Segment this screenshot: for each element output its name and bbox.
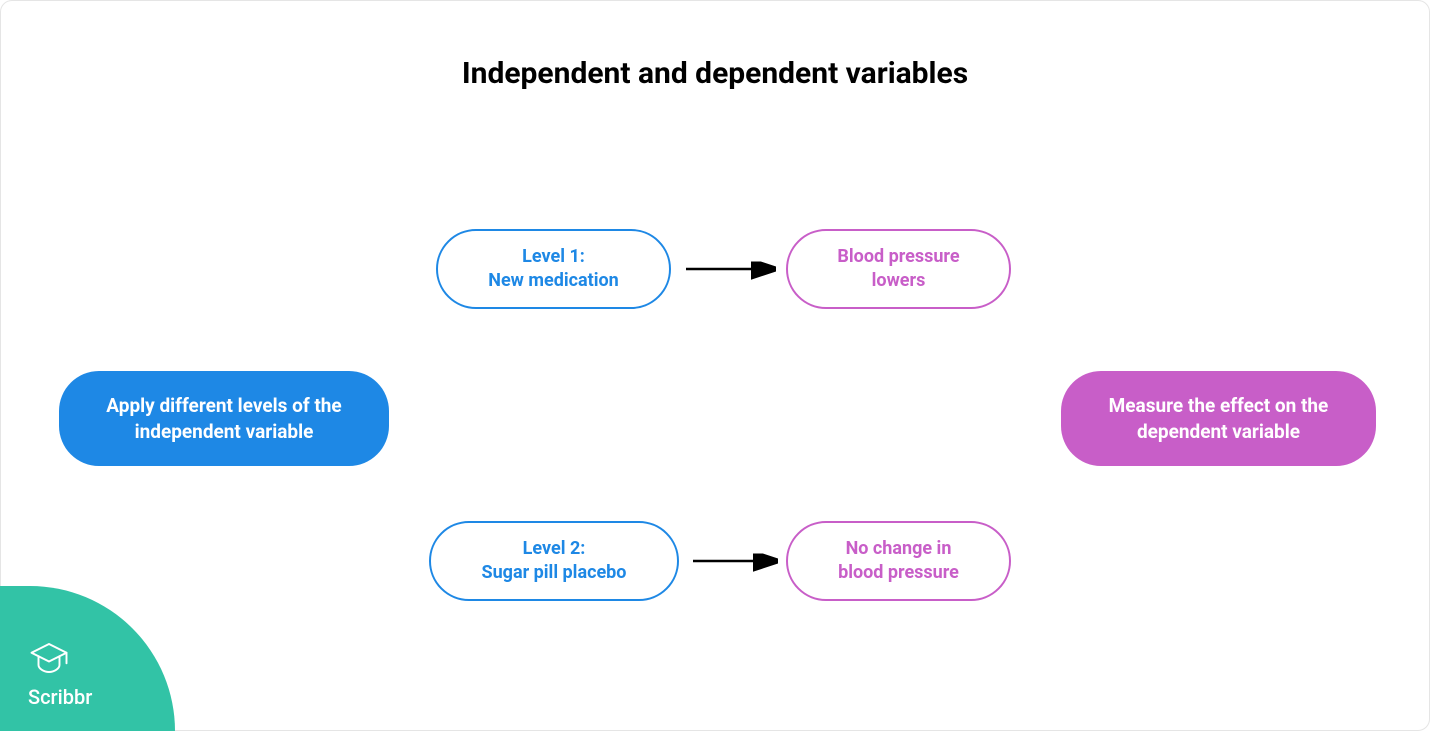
node-label: Level 2:Sugar pill placebo — [482, 537, 627, 586]
diagram-container: Independent and dependent variables Appl… — [0, 0, 1430, 731]
node-result-2: No change inblood pressure — [786, 521, 1011, 601]
node-dependent-variable: Measure the effect on thedependent varia… — [1061, 371, 1376, 466]
node-label: Measure the effect on thedependent varia… — [1109, 393, 1329, 444]
logo-badge: Scribbr — [0, 586, 175, 731]
node-level-1: Level 1:New medication — [436, 229, 671, 309]
arrow-level1-to-result1 — [681, 257, 786, 281]
diagram-title: Independent and dependent variables — [1, 56, 1429, 91]
graduation-cap-icon — [28, 637, 70, 679]
node-level-2: Level 2:Sugar pill placebo — [429, 521, 679, 601]
node-label: No change inblood pressure — [838, 537, 959, 586]
arrow-level2-to-result2 — [688, 549, 788, 573]
node-label: Level 1:New medication — [488, 245, 618, 294]
node-label: Blood pressurelowers — [837, 245, 959, 294]
logo-text: Scribbr — [28, 685, 92, 709]
node-independent-variable: Apply different levels of theindependent… — [59, 371, 389, 466]
node-result-1: Blood pressurelowers — [786, 229, 1011, 309]
node-label: Apply different levels of theindependent… — [106, 393, 341, 444]
